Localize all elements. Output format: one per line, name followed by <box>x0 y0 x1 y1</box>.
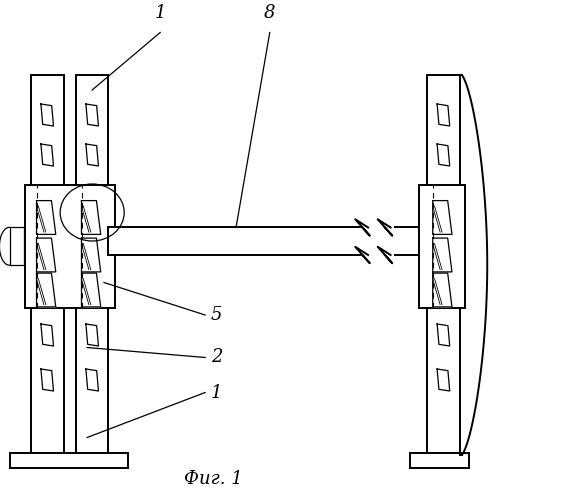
Polygon shape <box>81 200 101 234</box>
Polygon shape <box>86 324 98 346</box>
Polygon shape <box>41 144 53 166</box>
Polygon shape <box>86 144 98 166</box>
Polygon shape <box>37 238 56 272</box>
Bar <box>76 75 108 455</box>
Text: 5: 5 <box>211 306 222 324</box>
Polygon shape <box>437 369 450 391</box>
Polygon shape <box>433 273 452 307</box>
Text: 8: 8 <box>264 4 275 22</box>
Polygon shape <box>81 273 101 307</box>
Polygon shape <box>41 369 53 391</box>
Bar <box>384 219 394 264</box>
Text: 2: 2 <box>211 348 222 366</box>
Polygon shape <box>437 104 450 126</box>
Bar <box>410 452 469 468</box>
Bar <box>31 75 64 455</box>
Polygon shape <box>437 144 450 166</box>
Bar <box>361 219 371 264</box>
Polygon shape <box>433 200 452 234</box>
Bar <box>419 185 465 308</box>
Polygon shape <box>37 273 56 307</box>
Text: 1: 1 <box>155 4 166 22</box>
Polygon shape <box>41 324 53 346</box>
Bar <box>108 228 362 255</box>
Polygon shape <box>81 238 101 272</box>
Polygon shape <box>433 238 452 272</box>
Polygon shape <box>37 200 56 234</box>
Text: Фиг. 1: Фиг. 1 <box>184 470 243 488</box>
Bar <box>25 185 115 308</box>
Bar <box>388 228 419 255</box>
Text: 1: 1 <box>211 384 222 402</box>
Polygon shape <box>86 104 98 126</box>
Polygon shape <box>86 369 98 391</box>
Polygon shape <box>10 227 24 265</box>
Polygon shape <box>437 324 450 346</box>
Bar <box>10 452 128 468</box>
Polygon shape <box>41 104 53 126</box>
Bar <box>427 75 460 455</box>
